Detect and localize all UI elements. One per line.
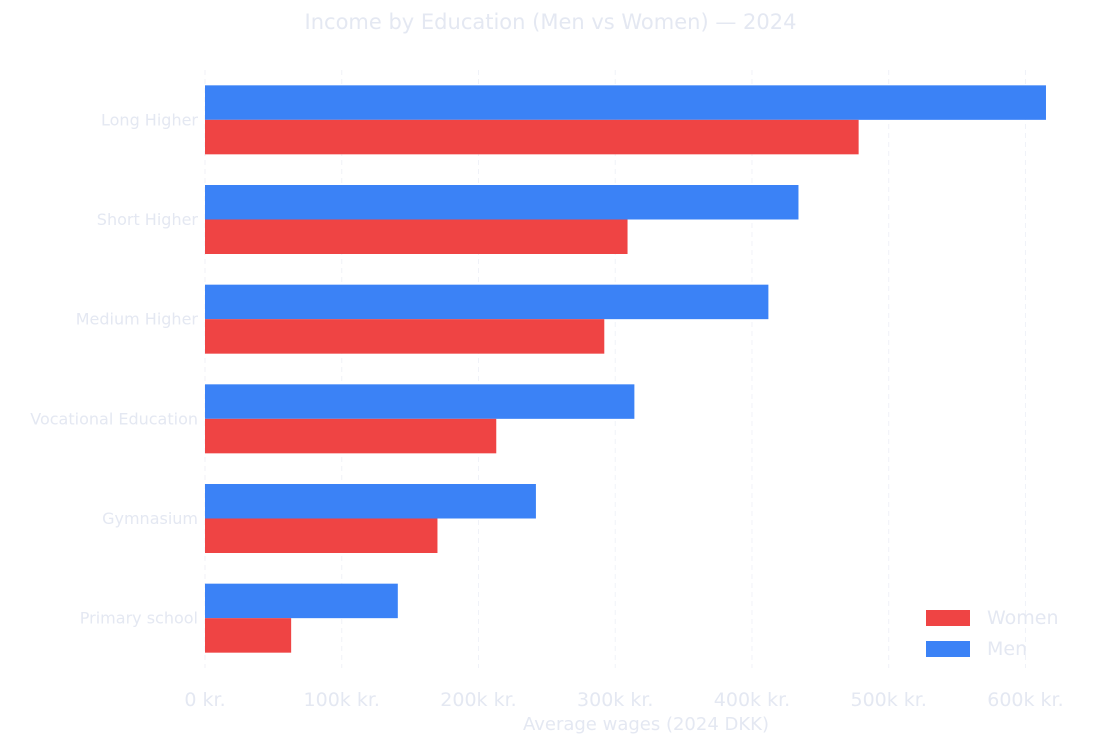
x-axis-label: Average wages (2024 DKK) [522, 714, 770, 735]
grid-lines [204, 70, 1026, 668]
bar-men [205, 85, 1046, 120]
category-labels: Primary school Gymnasium Vocational Educat… [30, 110, 198, 627]
bar-women [205, 319, 605, 354]
x-tick-label: 400k kr. [714, 689, 790, 711]
category-label: Gymnasium [102, 509, 198, 528]
x-tick-label: 300k kr. [577, 689, 653, 711]
category-label: Short Higher [97, 210, 199, 229]
category-label: Long Higher [101, 110, 198, 129]
chart-title: Income by Education (Men vs Women) — 202… [304, 10, 797, 34]
bar-men [205, 583, 398, 619]
bar-men [205, 185, 799, 220]
bar-men [205, 284, 769, 320]
x-tick-label: 600k kr. [987, 689, 1063, 711]
legend-item-men: Men [926, 633, 1059, 664]
legend-label-men: Men [987, 637, 1028, 660]
category-label: Vocational Education [30, 409, 198, 428]
legend-label-women: Women [987, 606, 1059, 629]
x-tick-label: 100k kr. [304, 689, 380, 711]
bar-women [205, 418, 497, 454]
category-label: Medium Higher [76, 310, 199, 329]
legend-swatch-women [926, 609, 970, 626]
x-tick-labels: 0 kr. 100k kr. 200k kr. 300k kr. 400k kr. 500… [184, 689, 1063, 711]
legend-item-women: Women [926, 602, 1059, 633]
x-tick-label: 500k kr. [851, 689, 927, 711]
bar-women [205, 618, 292, 653]
bars [205, 85, 1046, 653]
bar-women [205, 219, 628, 254]
bar-women [205, 518, 438, 553]
category-label: Primary school [80, 609, 198, 628]
x-tick-label: 0 kr. [184, 689, 225, 711]
legend-swatch-men [926, 640, 970, 657]
x-tick-label: 200k kr. [440, 689, 516, 711]
bar-men [205, 384, 635, 419]
bar-men [205, 484, 536, 519]
legend: Women Men [926, 602, 1059, 664]
bar-women [205, 119, 859, 155]
